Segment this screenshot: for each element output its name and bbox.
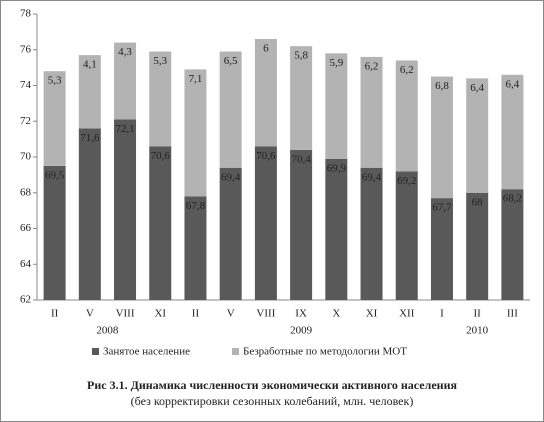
x-tick-label: I (440, 308, 444, 320)
bar-segment (184, 69, 207, 197)
y-tick-label: 66 (20, 222, 32, 234)
bar-segment (114, 119, 137, 301)
group-label: 2008 (96, 325, 119, 337)
y-tick-label: 76 (20, 43, 32, 55)
bar-segment (43, 165, 66, 300)
group-label: 2010 (466, 325, 489, 337)
bar-segment (430, 198, 453, 300)
y-tick-label: 70 (20, 151, 32, 163)
bar-segment (114, 42, 137, 120)
bar-segment (466, 78, 489, 193)
data-label: 68 (472, 196, 484, 208)
bar-segment (184, 196, 207, 300)
data-label: 70,6 (151, 150, 171, 162)
y-tick-label: 74 (20, 79, 32, 91)
y-tick-label: 64 (20, 258, 32, 270)
data-label: 71,6 (80, 132, 100, 144)
data-label: 69,9 (327, 162, 347, 174)
data-label: 6,2 (400, 64, 414, 76)
bar-segment (254, 39, 277, 147)
data-label: 7,1 (189, 73, 203, 85)
data-label: 68,2 (503, 193, 522, 205)
y-tick-label: 72 (20, 115, 31, 127)
bar-segment (78, 55, 101, 129)
x-tick-label: II (192, 308, 200, 320)
legend-swatch (232, 348, 239, 355)
data-label: 6,8 (435, 80, 449, 92)
x-tick-label: XII (399, 308, 415, 320)
bar-segment (430, 76, 453, 199)
bar-segment (360, 56, 383, 168)
bar-segment (149, 51, 172, 147)
bar-segment (290, 46, 313, 150)
x-tick-label: II (51, 308, 59, 320)
data-label: 69,4 (362, 171, 382, 183)
bar-segment (325, 158, 348, 300)
data-label: 6,4 (470, 82, 484, 94)
data-label: 5,3 (153, 55, 167, 67)
data-label: 70,6 (256, 150, 276, 162)
bar-segment (43, 71, 66, 166)
x-tick-label: VIII (256, 308, 275, 320)
x-tick-label: XI (366, 308, 378, 320)
bar-segment (78, 128, 101, 300)
x-tick-label: V (86, 308, 94, 320)
x-tick-label: V (227, 308, 235, 320)
x-tick-label: IX (295, 308, 307, 320)
legend-label: Занятое население (103, 346, 190, 358)
data-label: 67,7 (432, 202, 452, 214)
data-label: 70,4 (291, 153, 311, 165)
bar-segment (501, 189, 524, 300)
x-tick-label: X (332, 308, 340, 320)
bar-segment (219, 51, 242, 168)
data-label: 4,3 (118, 46, 132, 58)
data-label: 4,1 (83, 59, 97, 71)
legend-label: Безработные по методологии МОТ (243, 346, 407, 358)
bar-segment (149, 146, 172, 300)
data-label: 6,5 (224, 55, 238, 67)
y-tick-label: 78 (20, 8, 32, 20)
data-label: 69,2 (397, 175, 416, 187)
data-label: 72,1 (115, 123, 134, 135)
data-label: 67,8 (186, 200, 206, 212)
bar-segment (395, 60, 418, 172)
bar-segment (395, 171, 418, 300)
data-label: 5,3 (48, 75, 62, 87)
y-tick-label: 62 (20, 294, 31, 306)
caption: Рис 3.1. Динамика численности экономичес… (87, 378, 457, 392)
bar-segment (290, 149, 313, 300)
data-label: 6,4 (506, 78, 520, 90)
x-tick-label: VIII (116, 308, 135, 320)
data-label: 69,5 (45, 169, 65, 181)
data-label: 69,4 (221, 171, 241, 183)
bar-segment (254, 146, 277, 300)
bar-segment (466, 192, 489, 300)
caption: (без корректировки сезонных колебаний, м… (131, 394, 414, 408)
x-tick-label: II (474, 308, 482, 320)
data-label: 5,9 (329, 57, 343, 69)
bar-segment (501, 74, 524, 190)
bar-segment (360, 167, 383, 300)
x-tick-label: III (507, 308, 518, 320)
data-label: 6,2 (365, 60, 379, 72)
bar-segment (219, 167, 242, 300)
group-label: 2009 (290, 325, 313, 337)
legend-swatch (92, 348, 99, 355)
y-tick-label: 68 (20, 186, 32, 198)
bar-segment (325, 53, 348, 159)
data-label: 6 (263, 43, 269, 55)
data-label: 5,8 (294, 50, 308, 62)
x-tick-label: XI (154, 308, 166, 320)
